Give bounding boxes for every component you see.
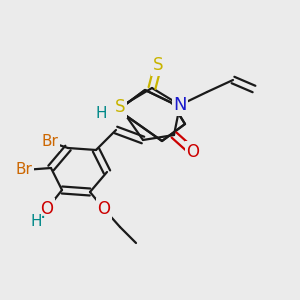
Text: S: S — [115, 98, 125, 116]
Text: H: H — [30, 214, 42, 230]
Text: N: N — [173, 96, 187, 114]
Text: Br: Br — [42, 134, 58, 149]
Text: H: H — [95, 106, 107, 121]
Text: O: O — [98, 200, 110, 218]
Text: O: O — [187, 143, 200, 161]
Text: S: S — [153, 56, 163, 74]
Text: ·: · — [40, 209, 46, 229]
Text: Br: Br — [16, 163, 32, 178]
Text: O: O — [40, 200, 53, 218]
